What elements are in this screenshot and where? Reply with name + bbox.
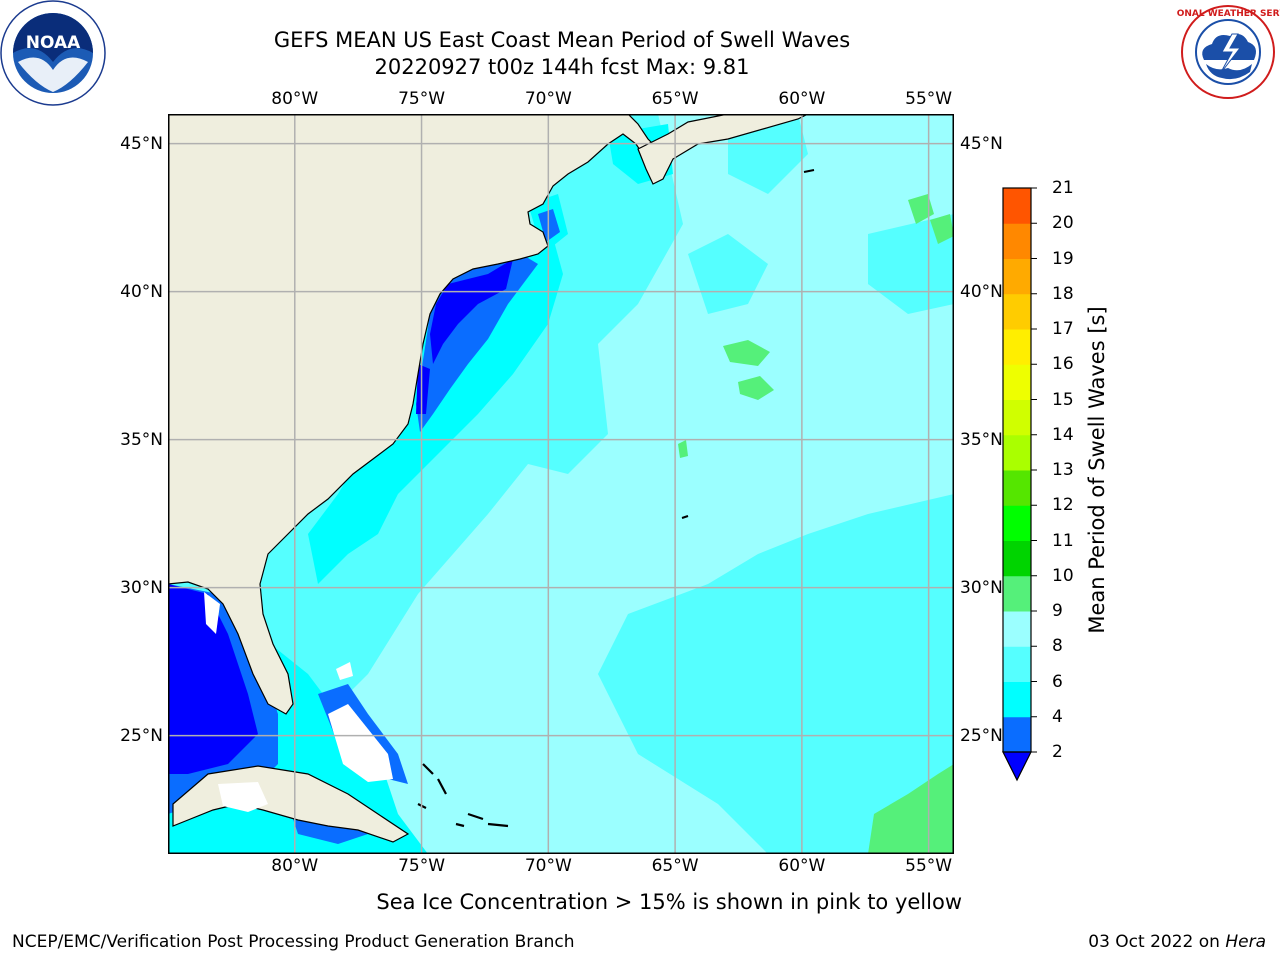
national-weather-service-logo-icon: NATIONAL WEATHER SERVICE [1176, 5, 1280, 99]
period-under-2-region [430, 259, 513, 364]
latitude-label-right: 45°N [960, 133, 1003, 154]
colorbar-segment [1003, 258, 1031, 295]
period-6-8-region [728, 114, 808, 194]
period-9-10-region [678, 440, 688, 458]
colorbar-tick-label: 2 [1052, 742, 1063, 762]
colorbar-segment [1003, 470, 1031, 506]
footer-date-text: 03 Oct 2022 on [1088, 932, 1226, 952]
nova-scotia-land [637, 114, 809, 185]
longitude-label-top: 70°W [524, 89, 572, 109]
period-under-2-region [168, 584, 258, 774]
latitude-label-right: 25°N [960, 725, 1003, 746]
period-6-8-region [688, 234, 768, 314]
north-america-land [168, 114, 669, 715]
no-data-patch [218, 782, 268, 812]
longitude-label-bottom: 55°W [905, 856, 953, 876]
swell-period-colorbar [1002, 187, 1037, 782]
latitude-label-left: 25°N [120, 725, 163, 746]
colorbar-tick-label: 10 [1052, 565, 1074, 586]
no-data-patch [336, 662, 353, 680]
colorbar-tick-label: 20 [1052, 213, 1074, 234]
colorbar-segment [1003, 646, 1031, 682]
colorbar-tick-label: 13 [1052, 460, 1074, 480]
footer-credit: NCEP/EMC/Verification Post Processing Pr… [12, 932, 575, 952]
period-9-10-region [868, 764, 954, 854]
colorbar-segment [1003, 716, 1031, 753]
longitude-label-top: 55°W [905, 89, 953, 109]
period-9-10-region [930, 214, 954, 244]
colorbar-tick-label: 9 [1052, 601, 1063, 621]
longitude-label-top: 75°W [398, 89, 446, 109]
period-9-10-region [738, 376, 774, 400]
colorbar-tick-label: 21 [1052, 178, 1074, 198]
colorbar-segment [1003, 223, 1031, 259]
noaa-logo-text: NOAA [26, 33, 81, 53]
colorbar-tick-label: 17 [1052, 319, 1074, 339]
latitude-label-left: 45°N [120, 133, 163, 154]
map-gridlines [168, 114, 954, 854]
sea-ice-caption: Sea Ice Concentration > 15% is shown in … [376, 890, 962, 914]
colorbar-tick-label: 19 [1052, 248, 1074, 269]
colorbar-under-extension [1002, 751, 1032, 782]
footer-date: 03 Oct 2022 on Hera [1088, 932, 1266, 952]
longitude-label-top: 80°W [271, 89, 319, 109]
colorbar-segment [1003, 188, 1031, 224]
chart-title: GEFS MEAN US East Coast Mean Period of S… [273, 28, 851, 52]
colorbar-segment [1003, 329, 1031, 365]
noaa-logo-icon: NOAA [0, 0, 106, 106]
colorbar-segment [1003, 611, 1031, 647]
caribbean-islands [417, 763, 509, 828]
latitude-label-left: 30°N [120, 577, 163, 598]
longitude-label-top: 65°W [651, 89, 699, 109]
colorbar-tick-label: 16 [1052, 354, 1074, 375]
chart-subtitle: 20220927 t00z 144h fcst Max: 9.81 [374, 55, 750, 79]
latitude-label-right: 40°N [960, 281, 1003, 302]
footer-host: Hera [1225, 932, 1266, 952]
latitude-label-right: 30°N [960, 577, 1003, 598]
longitude-label-bottom: 75°W [398, 856, 446, 876]
colorbar-segment [1003, 399, 1031, 436]
longitude-label-bottom: 60°W [778, 856, 826, 876]
colorbar-segment [1003, 575, 1031, 612]
no-data-patch [328, 704, 393, 782]
colorbar-tick-label: 15 [1052, 389, 1074, 410]
colorbar-tick-label: 11 [1052, 530, 1074, 551]
bermuda-island [681, 515, 689, 519]
longitude-label-bottom: 65°W [651, 856, 699, 876]
colorbar-tick-label: 6 [1052, 671, 1063, 692]
colorbar-tick-label: 4 [1052, 706, 1063, 727]
period-6-8-region [598, 494, 954, 854]
colorbar-tick-label: 14 [1052, 424, 1074, 445]
colorbar-tick-label: 12 [1052, 495, 1074, 516]
swell-period-map [168, 114, 954, 854]
colorbar-segment [1003, 505, 1031, 541]
colorbar-title: Mean Period of Swell Waves [s] [1085, 306, 1109, 634]
latitude-label-left: 40°N [120, 281, 163, 302]
colorbar-tick-label: 18 [1052, 283, 1074, 304]
period-9-10-region [908, 194, 934, 224]
map-frame [168, 114, 954, 854]
colorbar-segment [1003, 293, 1031, 330]
colorbar-tick-label: 8 [1052, 636, 1063, 657]
period-9-10-region [723, 340, 770, 366]
colorbar-segment [1003, 364, 1031, 400]
longitude-label-bottom: 70°W [524, 856, 572, 876]
period-6-8-region [868, 214, 954, 314]
colorbar-segment [1003, 434, 1031, 471]
no-data-patch [204, 592, 220, 634]
colorbar-segment [1003, 540, 1031, 577]
sable-island [803, 169, 815, 173]
latitude-label-left: 35°N [120, 429, 163, 450]
colorbar-segment [1003, 681, 1031, 718]
latitude-label-right: 35°N [960, 429, 1003, 450]
longitude-label-top: 60°W [778, 89, 826, 109]
longitude-label-bottom: 80°W [271, 856, 319, 876]
nws-logo-text: NATIONAL WEATHER SERVICE [1176, 9, 1280, 19]
period-under-2-region [416, 364, 430, 414]
